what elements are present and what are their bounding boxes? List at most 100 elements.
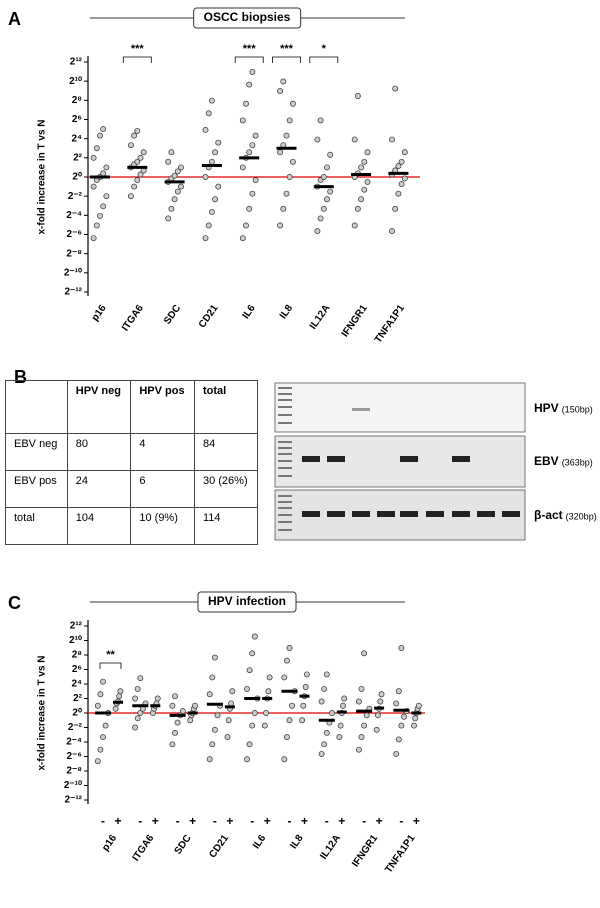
data-point <box>202 174 209 180</box>
y-tick-label: 2² <box>73 152 83 163</box>
y-tick-label: 2⁻² <box>68 722 83 733</box>
data-point <box>127 193 134 200</box>
data-point <box>134 158 141 165</box>
data-point <box>192 702 198 709</box>
data-point <box>131 183 138 190</box>
x-tick-label: IL6 <box>241 303 259 322</box>
cell: 104 <box>66 507 132 545</box>
data-point <box>321 741 328 748</box>
x-tick-label: ITGA6 <box>131 833 157 864</box>
data-point <box>374 712 381 719</box>
data-point <box>364 149 371 156</box>
y-tick-label: 2⁻² <box>68 191 83 202</box>
data-point <box>154 695 161 702</box>
x-tick-label: SDC <box>173 833 194 857</box>
data-point <box>169 741 176 748</box>
data-point <box>252 177 259 184</box>
data-point <box>361 158 368 165</box>
data-point <box>137 154 144 161</box>
data-point <box>351 222 358 229</box>
data-point <box>341 695 348 702</box>
data-point <box>318 698 325 705</box>
data-point <box>283 190 290 197</box>
y-tick-label: 2⁻¹² <box>65 287 83 298</box>
data-point <box>243 222 249 229</box>
y-tick-label: 2⁻¹⁰ <box>64 780 82 791</box>
data-point <box>289 702 296 709</box>
data-point <box>178 164 184 171</box>
data-point <box>209 674 216 681</box>
data-point <box>134 177 141 184</box>
data-point <box>116 693 123 700</box>
data-point <box>172 693 178 700</box>
data-point <box>244 756 250 763</box>
y-tick-label: 2⁸ <box>72 95 83 106</box>
group-label: + <box>376 814 383 828</box>
group-label: + <box>338 814 345 828</box>
data-point <box>212 149 219 156</box>
data-point <box>224 734 231 741</box>
data-point <box>289 158 296 165</box>
data-point <box>211 654 218 661</box>
data-point <box>208 158 215 165</box>
data-point <box>132 724 139 731</box>
data-point <box>249 722 256 729</box>
table: HPV neg HPV pos total EBV neg 80 4 84 EBV p… <box>5 380 259 545</box>
data-point <box>361 650 368 657</box>
data-point <box>358 196 365 203</box>
data-point <box>329 710 335 716</box>
data-point <box>280 78 287 85</box>
data-point <box>97 212 103 219</box>
data-point <box>392 205 399 212</box>
data-point <box>361 722 368 729</box>
y-tick-label: 2⁴ <box>71 133 82 144</box>
x-tick-label: TNFA1P1 <box>373 303 407 346</box>
data-point <box>202 235 209 242</box>
data-point <box>395 163 402 170</box>
data-point <box>243 100 249 107</box>
data-point <box>355 746 362 753</box>
data-point <box>263 710 269 716</box>
data-point <box>283 734 290 741</box>
significance-label: * <box>322 43 327 55</box>
x-tick-label: TNFA1P1 <box>383 833 417 876</box>
data-point <box>97 746 104 753</box>
gel-image <box>274 382 526 541</box>
data-point <box>251 710 258 716</box>
group-label: - <box>250 814 254 828</box>
data-point <box>337 722 344 729</box>
data-point <box>361 186 368 193</box>
data-point <box>239 117 246 124</box>
group-label: + <box>114 814 121 828</box>
y-tick-label: 2⁻⁸ <box>66 248 82 259</box>
y-tick-label: 2⁻⁴ <box>66 210 82 221</box>
significance-bracket <box>234 56 264 63</box>
y-tick-label: 2¹² <box>70 57 83 68</box>
data-point <box>318 750 325 757</box>
data-point <box>289 100 296 107</box>
data-point <box>251 633 258 640</box>
data-point <box>389 228 395 235</box>
cell: 4 <box>130 433 195 471</box>
y-tick-label: 2⁸ <box>72 650 83 661</box>
data-point <box>398 158 405 165</box>
col-header: HPV neg <box>66 380 132 434</box>
data-point <box>327 188 334 195</box>
x-tick-label: SDC <box>162 303 183 327</box>
data-point <box>249 190 256 197</box>
significance-label: ** <box>106 649 115 661</box>
chart-title: OSCC biopsies <box>204 10 291 24</box>
data-point <box>286 174 293 180</box>
cell: 24 <box>66 470 132 508</box>
y-tick-label: 2² <box>73 693 83 704</box>
significance-label: *** <box>280 43 294 55</box>
data-point <box>100 126 107 133</box>
cell: 80 <box>66 433 132 471</box>
y-tick-label: 2⁰ <box>72 708 82 719</box>
group-label: + <box>413 814 420 828</box>
data-point <box>320 205 327 212</box>
data-point <box>354 93 361 99</box>
data-point <box>103 164 110 171</box>
group-label: + <box>152 814 159 828</box>
